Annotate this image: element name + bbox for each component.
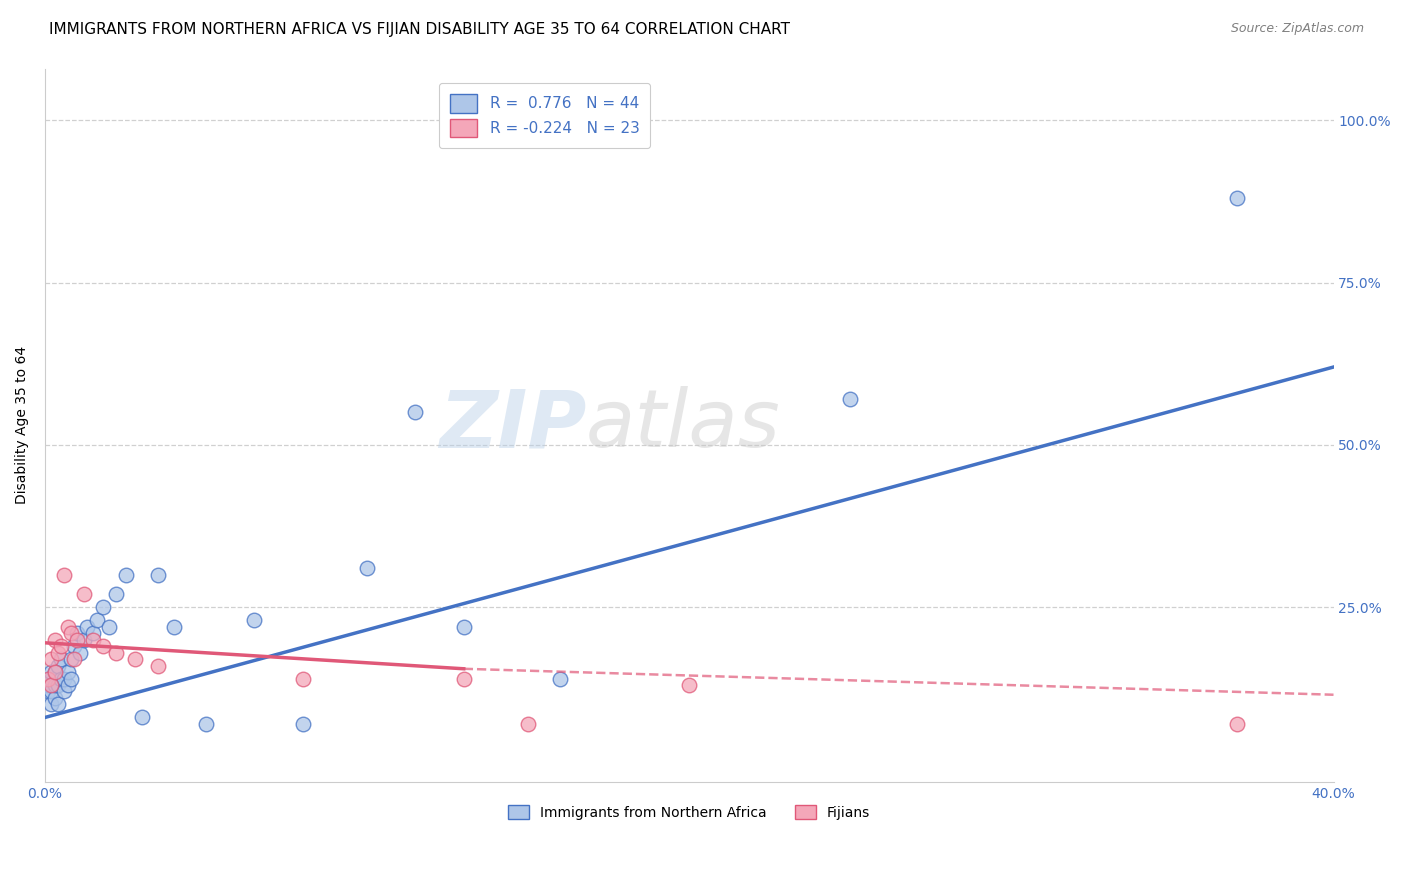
Point <box>131 710 153 724</box>
Point <box>53 684 76 698</box>
Point <box>44 665 66 679</box>
Point <box>46 658 69 673</box>
Point <box>41 665 63 679</box>
Text: ZIP: ZIP <box>439 386 586 465</box>
Point <box>41 652 63 666</box>
Point <box>550 672 572 686</box>
Point <box>49 672 72 686</box>
Point <box>146 658 169 673</box>
Point <box>243 613 266 627</box>
Point <box>59 626 82 640</box>
Point <box>66 632 89 647</box>
Point <box>82 632 104 647</box>
Point <box>53 672 76 686</box>
Point <box>124 652 146 666</box>
Point <box>86 613 108 627</box>
Point <box>453 619 475 633</box>
Point <box>41 678 63 692</box>
Point <box>37 684 59 698</box>
Point <box>41 698 63 712</box>
Point <box>839 392 862 407</box>
Legend: Immigrants from Northern Africa, Fijians: Immigrants from Northern Africa, Fijians <box>503 799 876 825</box>
Point <box>41 672 63 686</box>
Point <box>114 567 136 582</box>
Point <box>59 672 82 686</box>
Point <box>163 619 186 633</box>
Point <box>517 717 540 731</box>
Point <box>104 646 127 660</box>
Point <box>404 405 426 419</box>
Text: IMMIGRANTS FROM NORTHERN AFRICA VS FIJIAN DISABILITY AGE 35 TO 64 CORRELATION CH: IMMIGRANTS FROM NORTHERN AFRICA VS FIJIA… <box>49 22 790 37</box>
Text: Source: ZipAtlas.com: Source: ZipAtlas.com <box>1230 22 1364 36</box>
Point <box>53 567 76 582</box>
Point <box>46 646 69 660</box>
Point <box>56 665 79 679</box>
Point <box>678 678 700 692</box>
Text: atlas: atlas <box>586 386 780 465</box>
Point <box>49 639 72 653</box>
Point <box>56 619 79 633</box>
Point <box>37 678 59 692</box>
Point <box>37 672 59 686</box>
Point <box>44 632 66 647</box>
Point <box>72 632 94 647</box>
Point <box>44 665 66 679</box>
Point <box>56 678 79 692</box>
Point <box>76 619 98 633</box>
Point <box>91 600 114 615</box>
Point <box>98 619 121 633</box>
Point <box>356 561 378 575</box>
Point <box>59 652 82 666</box>
Point <box>104 587 127 601</box>
Point <box>63 639 86 653</box>
Point <box>453 672 475 686</box>
Point <box>66 626 89 640</box>
Point <box>44 678 66 692</box>
Point <box>46 698 69 712</box>
Point <box>82 626 104 640</box>
Point <box>291 672 314 686</box>
Point <box>72 587 94 601</box>
Point <box>91 639 114 653</box>
Point <box>1226 717 1249 731</box>
Point <box>49 652 72 666</box>
Point <box>291 717 314 731</box>
Point <box>1226 191 1249 205</box>
Point <box>37 672 59 686</box>
Point <box>69 646 91 660</box>
Point <box>63 652 86 666</box>
Point <box>44 690 66 705</box>
Point <box>46 678 69 692</box>
Point <box>41 684 63 698</box>
Y-axis label: Disability Age 35 to 64: Disability Age 35 to 64 <box>15 346 30 505</box>
Point <box>146 567 169 582</box>
Point <box>195 717 218 731</box>
